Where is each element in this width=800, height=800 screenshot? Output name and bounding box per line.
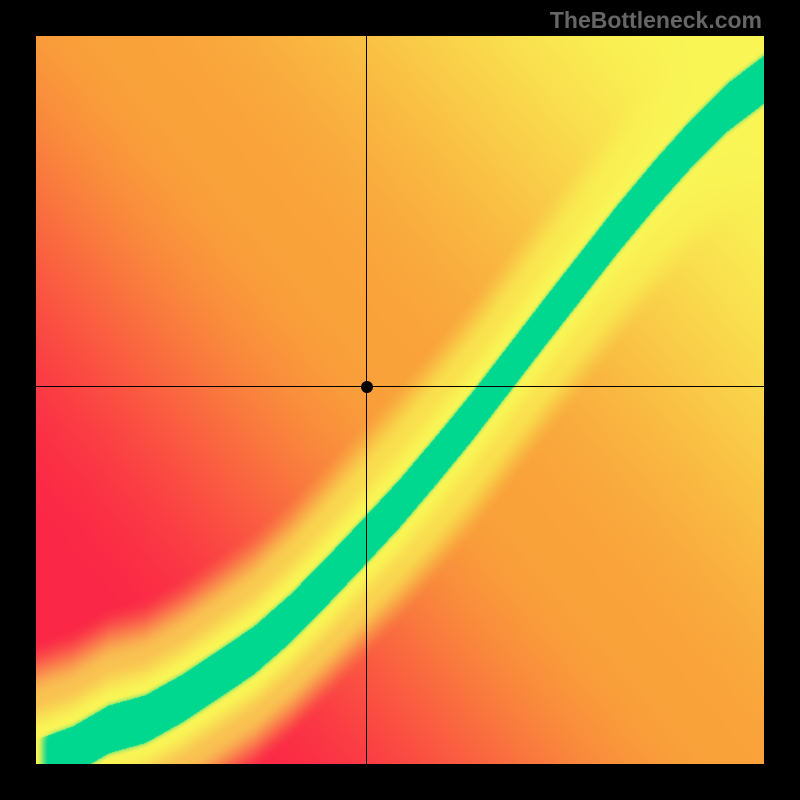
watermark-text: TheBottleneck.com	[550, 7, 762, 34]
crosshair-horizontal	[36, 386, 764, 387]
plot-overlay	[36, 36, 764, 764]
chart-frame: TheBottleneck.com	[0, 0, 800, 800]
crosshair-vertical	[366, 36, 367, 764]
data-point	[361, 381, 373, 393]
